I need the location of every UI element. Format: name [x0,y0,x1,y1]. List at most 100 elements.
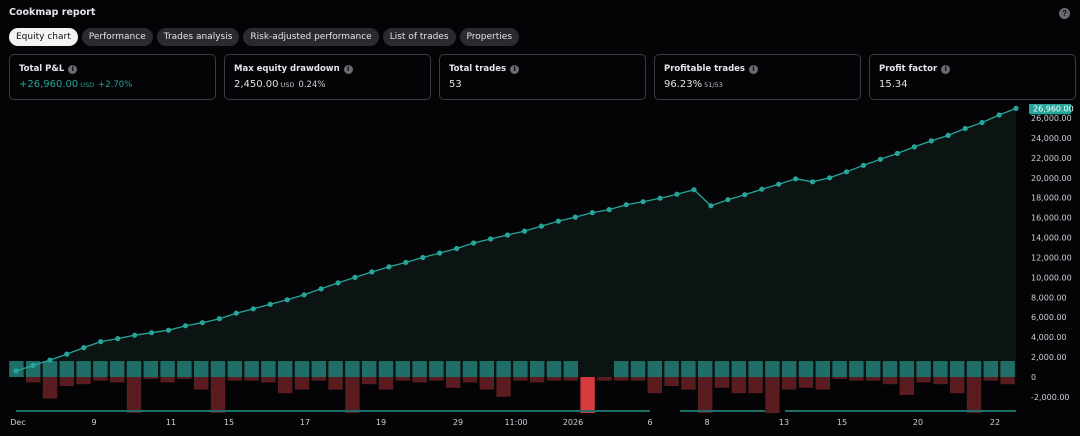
bar-down [395,377,410,381]
bar-down [950,377,965,394]
equity-point [165,327,172,333]
bar-up [261,361,276,377]
bar-down [614,377,629,381]
equity-point [250,306,256,312]
tab-equity-chart[interactable]: Equity chart [9,28,78,46]
equity-point [335,280,341,286]
tab-properties[interactable]: Properties [459,28,520,46]
x-tick-label: Dec [10,418,25,427]
equity-point [504,232,511,238]
equity-point [657,195,663,201]
bar-down [345,377,360,413]
info-icon[interactable]: i [343,64,353,74]
bar-down [93,377,108,381]
x-tick-label: 6 [647,418,652,427]
card-label: Profitable trades [664,64,745,74]
bar-down [563,377,578,381]
card-sub: 51/53 [704,81,723,89]
bar-up [966,361,982,377]
x-tick-label: 11 [166,418,176,427]
bar-down [966,377,982,413]
bar-down [294,377,310,390]
tab-risk-adjusted-performance[interactable]: Risk-adjusted performance [243,28,379,46]
info-icon[interactable]: i [941,64,951,74]
x-tick-label: 15 [837,418,847,427]
bar-up [110,361,125,377]
tab-performance[interactable]: Performance [81,28,153,46]
card-label: Total trades [449,64,507,74]
bar-down [832,377,847,379]
bar-up [630,361,646,377]
x-tick-label: 29 [453,418,463,427]
help-icon[interactable]: ? [1059,8,1070,19]
bar-down [983,377,998,381]
card-value: 53 [449,79,462,90]
bar-up [76,361,91,377]
y-tick-label: 16,000.00 [1031,214,1072,223]
bar-up [530,361,545,377]
equity-point [352,274,358,280]
x-tick-label: 20 [913,418,923,427]
bar-up [832,361,847,377]
bar-down [916,377,931,383]
equity-point [962,125,968,132]
bar-up [748,361,763,377]
bar-down [782,377,797,390]
bar-up [815,361,830,377]
bar-up [698,361,713,377]
equity-point [182,323,189,329]
card-profitable-trades: Profitable trades i 96.23% 51/53 [654,54,861,100]
bar-up [782,361,797,377]
bar-down [59,377,74,386]
card-value: 96.23% [664,79,703,90]
y-tick-label: 20,000.00 [1031,174,1072,183]
bar-up [210,361,226,377]
equity-point [437,250,443,256]
bar-down [462,377,478,383]
equity-point [623,202,629,208]
equity-point [471,240,477,246]
tab-trades-analysis[interactable]: Trades analysis [156,28,240,46]
card-value: 2,450.00 [234,79,279,90]
y-tick-label: 6,000.00 [1031,313,1067,322]
bar-up [160,361,175,377]
y-tick-label: 12,000.00 [1031,254,1072,263]
bar-up [899,361,914,377]
card-unit: USD [280,81,295,89]
bar-up [647,361,662,377]
equity-point [793,176,799,182]
bar-up [26,361,41,377]
card-profit-factor: Profit factor i 15.34 [869,54,1076,100]
bar-down [849,377,864,381]
info-icon[interactable]: i [510,64,520,74]
equity-point [725,197,731,203]
card-value: +26,960.00 [19,79,79,90]
equity-point [1013,105,1019,111]
equity-point [640,199,646,205]
bar-down [866,377,881,381]
card-sub: +2.70% [98,80,133,90]
equity-chart[interactable]: 26,000.00 24,000.00 22,000.00 20,000.00 18,0… [0,104,1080,436]
tab-list-of-trades[interactable]: List of trades [382,28,456,46]
y-tick-label: 14,000.00 [1031,234,1072,243]
info-icon[interactable]: i [748,64,758,74]
bar-up [933,361,948,377]
equity-point [894,150,901,156]
equity-point [606,207,612,213]
bar-up [378,361,394,377]
bar-up [916,361,931,377]
equity-point [318,286,324,292]
bar-down [261,377,276,383]
equity-point [98,339,104,345]
bar-down [580,377,595,413]
x-tick-label: 17 [300,418,310,427]
bar-down [815,377,830,390]
bar-down [160,377,175,383]
x-tick-label: 22 [990,418,1000,427]
card-sub: 0.24% [298,80,326,90]
bar-down [899,377,914,395]
bar-down [378,377,394,390]
bar-down [446,377,461,388]
info-icon[interactable]: i [68,64,78,74]
equity-point [488,236,494,242]
